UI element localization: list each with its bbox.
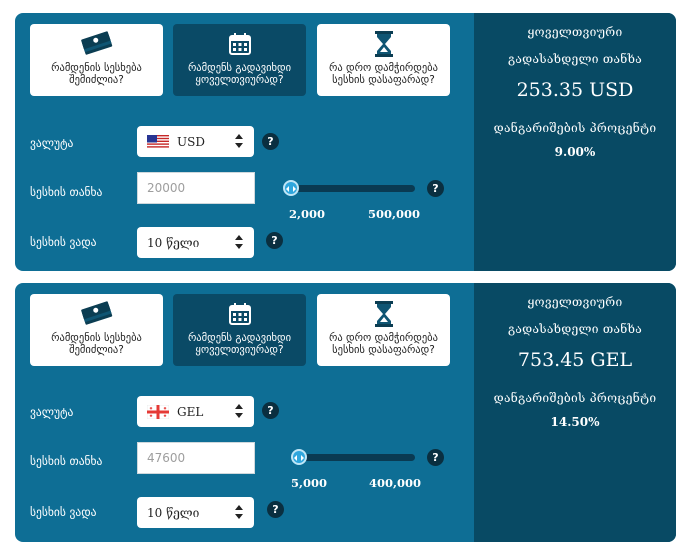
term-label: სესხის ვადა [30, 505, 97, 519]
amount-slider-handle[interactable] [291, 449, 307, 465]
amount-label: სესხის თანხა [30, 454, 103, 468]
interest-rate-label: დანგარიშების პროცენტი [493, 391, 657, 405]
currency-label: ვალუტა [30, 136, 74, 150]
help-icon[interactable]: ? [427, 449, 444, 466]
chevron-updown-icon [235, 134, 243, 148]
currency-select[interactable]: USD [137, 126, 254, 157]
tab-monthly-payment[interactable]: რამდენს გადავიხდი ყოველთვიურად? [173, 24, 306, 96]
term-value: 10 წელი [147, 235, 200, 250]
help-icon[interactable]: ? [427, 180, 444, 197]
tab-how-much-can-i-borrow[interactable]: რამდენის სესხება შემიძლია? [30, 24, 163, 96]
amount-slider[interactable] [291, 449, 415, 465]
amount-slider-handle[interactable] [283, 180, 299, 196]
hourglass-icon [374, 31, 393, 57]
money-stack-icon [80, 301, 112, 325]
currency-label: ვალუტა [30, 405, 74, 419]
interest-rate-value: 14.50% [550, 415, 600, 429]
tab-monthly-payment[interactable]: რამდენს გადავიხდი ყოველთვიურად? [173, 294, 306, 366]
amount-min: 2,000 [289, 207, 326, 221]
term-value: 10 წელი [147, 505, 200, 520]
result-panel: ყოველთვიური გადასახდელი თანხა 253.35 USD… [474, 13, 676, 271]
chevron-updown-icon [235, 235, 243, 249]
tab-repayment-time[interactable]: რა დრო დამჭირდება სესხის დასაფარად? [317, 24, 450, 96]
loan-calculator-usd: რამდენის სესხება შემიძლია? რამდენს გადავ… [15, 13, 676, 271]
amount-max: 500,000 [368, 207, 421, 221]
amount-slider[interactable] [283, 180, 415, 196]
currency-value: USD [177, 134, 205, 149]
tab-label: რა დრო დამჭირდება სესხის დასაფარად? [329, 62, 438, 86]
result-panel: ყოველთვიური გადასახდელი თანხა 753.45 GEL… [474, 283, 676, 542]
amount-min: 5,000 [291, 476, 328, 490]
currency-select[interactable]: GEL [137, 396, 254, 427]
help-icon[interactable]: ? [267, 501, 284, 518]
loan-calculator-gel: რამდენის სესხება შემიძლია? რამდენს გადავ… [15, 283, 676, 542]
help-icon[interactable]: ? [262, 402, 279, 419]
calendar-icon [228, 33, 251, 55]
amount-max: 400,000 [369, 476, 422, 490]
monthly-payment-label: ყოველთვიური გადასახდელი თანხა [508, 25, 642, 66]
amount-input[interactable]: 20000 [137, 172, 255, 204]
chevron-updown-icon [235, 404, 243, 418]
tab-repayment-time[interactable]: რა დრო დამჭირდება სესხის დასაფარად? [317, 294, 450, 366]
term-label: სესხის ვადა [30, 235, 97, 249]
tab-label: რამდენს გადავიხდი ყოველთვიურად? [187, 62, 292, 86]
money-stack-icon [80, 31, 112, 55]
monthly-payment-value: 753.45 GEL [517, 349, 633, 371]
us-flag-icon [147, 134, 169, 149]
calendar-icon [228, 303, 251, 325]
monthly-payment-label: ყოველთვიური გადასახდელი თანხა [508, 295, 642, 336]
help-icon[interactable]: ? [262, 133, 279, 150]
amount-input[interactable]: 47600 [137, 442, 255, 474]
amount-label: სესხის თანხა [30, 185, 103, 199]
interest-rate-value: 9.00% [554, 145, 596, 159]
monthly-payment-value: 253.35 USD [516, 79, 634, 101]
term-select[interactable]: 10 წელი [137, 497, 254, 528]
term-select[interactable]: 10 წელი [137, 227, 254, 258]
interest-rate-label: დანგარიშების პროცენტი [493, 121, 657, 135]
tab-how-much-can-i-borrow[interactable]: რამდენის სესხება შემიძლია? [30, 294, 163, 366]
georgia-flag-icon [147, 404, 169, 419]
help-icon[interactable]: ? [266, 232, 283, 249]
tab-label: რა დრო დამჭირდება სესხის დასაფარად? [329, 332, 438, 356]
tab-label: რამდენს გადავიხდი ყოველთვიურად? [187, 332, 292, 356]
currency-value: GEL [177, 404, 204, 419]
chevron-updown-icon [235, 505, 243, 519]
tab-label: რამდენის სესხება შემიძლია? [51, 332, 142, 356]
hourglass-icon [374, 301, 393, 327]
tab-label: რამდენის სესხება შემიძლია? [51, 62, 142, 86]
